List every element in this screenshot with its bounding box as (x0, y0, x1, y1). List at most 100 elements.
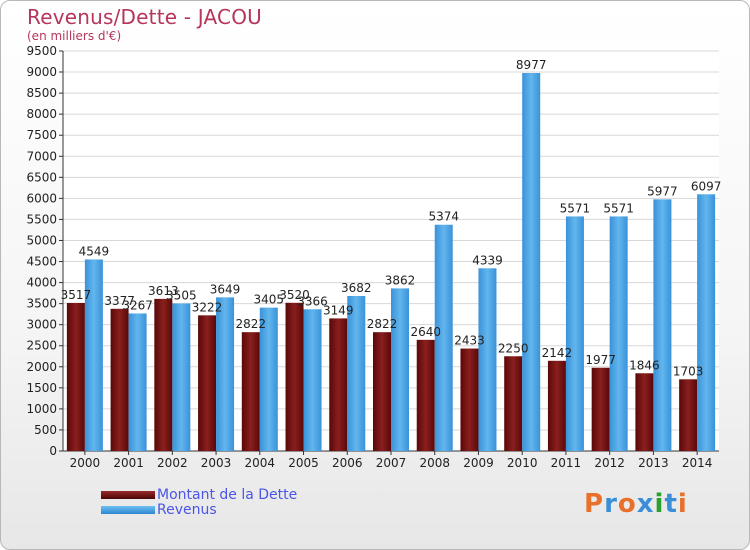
bar-dette (460, 348, 479, 451)
x-tick-label: 2001 (113, 456, 144, 470)
y-tick-label: 1000 (26, 402, 57, 416)
y-tick-label: 4500 (26, 255, 57, 269)
data-label-dette: 2822 (367, 317, 398, 331)
data-label-dette: 1846 (629, 358, 660, 372)
y-tick-label: 2000 (26, 360, 57, 374)
bar-dette (504, 356, 523, 451)
bar-revenus (84, 259, 103, 451)
logo-letter: t (664, 489, 678, 519)
bar-dette (110, 308, 129, 451)
data-label-dette: 1703 (673, 364, 704, 378)
x-tick-label: 2000 (70, 456, 101, 470)
data-label-dette: 2822 (236, 317, 267, 331)
data-label-dette: 3377 (104, 294, 135, 308)
data-label-dette: 2142 (542, 346, 573, 360)
x-tick-label: 2013 (638, 456, 669, 470)
bar-revenus (653, 199, 672, 451)
data-label-revenus: 3366 (297, 294, 328, 308)
legend-label-dette: Montant de la Dette (157, 486, 298, 503)
bar-revenus (565, 216, 584, 451)
bar-revenus (216, 297, 235, 451)
x-tick-label: 2002 (157, 456, 188, 470)
x-tick-label: 2011 (551, 456, 582, 470)
chart-subtitle: (en milliers d'€) (27, 29, 122, 43)
y-tick-label: 0 (49, 444, 57, 458)
bar-dette (635, 373, 654, 451)
logo-letter: x (636, 489, 655, 519)
x-tick-label: 2003 (201, 456, 232, 470)
chart-title: Revenus/Dette - JACOU (27, 5, 263, 29)
y-tick-label: 4000 (26, 276, 57, 290)
data-label-revenus: 6097 (691, 179, 722, 193)
data-label-revenus: 3862 (385, 273, 416, 287)
logo-letter: P (584, 489, 605, 519)
bar-dette (66, 302, 85, 451)
data-label-dette: 3149 (323, 303, 354, 317)
bar-dette (198, 315, 217, 451)
data-label-dette: 2250 (498, 341, 529, 355)
data-label-revenus: 3682 (341, 281, 372, 295)
y-tick-label: 3500 (26, 297, 57, 311)
y-tick-label: 5000 (26, 233, 57, 247)
data-label-dette: 3613 (148, 284, 179, 298)
data-label-revenus: 5571 (603, 201, 634, 215)
data-label-dette: 2433 (454, 334, 485, 348)
logo-letter: o (617, 489, 637, 519)
x-tick-label: 2004 (245, 456, 276, 470)
data-label-revenus: 8977 (516, 58, 547, 72)
y-tick-label: 1500 (26, 381, 57, 395)
logo-letter: i (654, 489, 665, 519)
logo-letter: i (677, 489, 688, 519)
bar-revenus (128, 313, 147, 451)
data-label-dette: 3520 (279, 288, 310, 302)
y-tick-label: 3000 (26, 318, 57, 332)
legend: Montant de la Dette Revenus (101, 486, 298, 518)
data-label-revenus: 5374 (428, 210, 459, 224)
y-tick-label: 7000 (26, 149, 57, 163)
y-tick-label: 2500 (26, 339, 57, 353)
data-label-revenus: 4549 (79, 244, 110, 258)
legend-item-dette: Montant de la Dette (101, 486, 298, 503)
bar-dette (547, 360, 566, 451)
bar-revenus (259, 307, 278, 451)
data-label-revenus: 4339 (472, 253, 503, 267)
y-tick-label: 9500 (26, 44, 57, 58)
data-label-revenus: 3505 (166, 288, 197, 302)
x-tick-label: 2008 (419, 456, 450, 470)
y-tick-label: 5500 (26, 212, 57, 226)
bar-dette (285, 302, 304, 451)
bar-revenus (434, 224, 453, 451)
bar-revenus (522, 73, 541, 451)
bar-revenus (172, 303, 191, 451)
x-tick-label: 2006 (332, 456, 363, 470)
proxiti-logo: Proxiti (584, 489, 688, 519)
bar-dette (241, 332, 260, 451)
data-label-revenus: 3649 (210, 282, 241, 296)
bar-dette (373, 332, 391, 451)
bar-dette (416, 339, 435, 451)
y-tick-label: 7500 (26, 128, 57, 142)
legend-label-revenus: Revenus (157, 501, 217, 518)
x-tick-label: 2009 (463, 456, 494, 470)
data-label-revenus: 3267 (122, 298, 153, 312)
bar-revenus (609, 216, 628, 451)
bar-dette (329, 318, 348, 451)
data-label-dette: 3517 (61, 288, 92, 302)
bar-revenus (347, 295, 366, 451)
data-label-revenus: 3405 (254, 293, 285, 307)
bar-revenus (478, 268, 497, 451)
y-tick-label: 9000 (26, 65, 57, 79)
legend-swatch-dette (101, 490, 155, 499)
bar-dette (591, 367, 610, 451)
y-tick-label: 6000 (26, 191, 57, 205)
data-label-dette: 1977 (585, 353, 616, 367)
bar-revenus (303, 309, 322, 451)
data-label-dette: 3222 (192, 300, 223, 314)
bar-dette (679, 379, 698, 451)
x-tick-label: 2010 (507, 456, 538, 470)
bar-dette (154, 298, 173, 451)
y-tick-label: 8500 (26, 86, 57, 100)
y-tick-label: 6500 (26, 170, 57, 184)
